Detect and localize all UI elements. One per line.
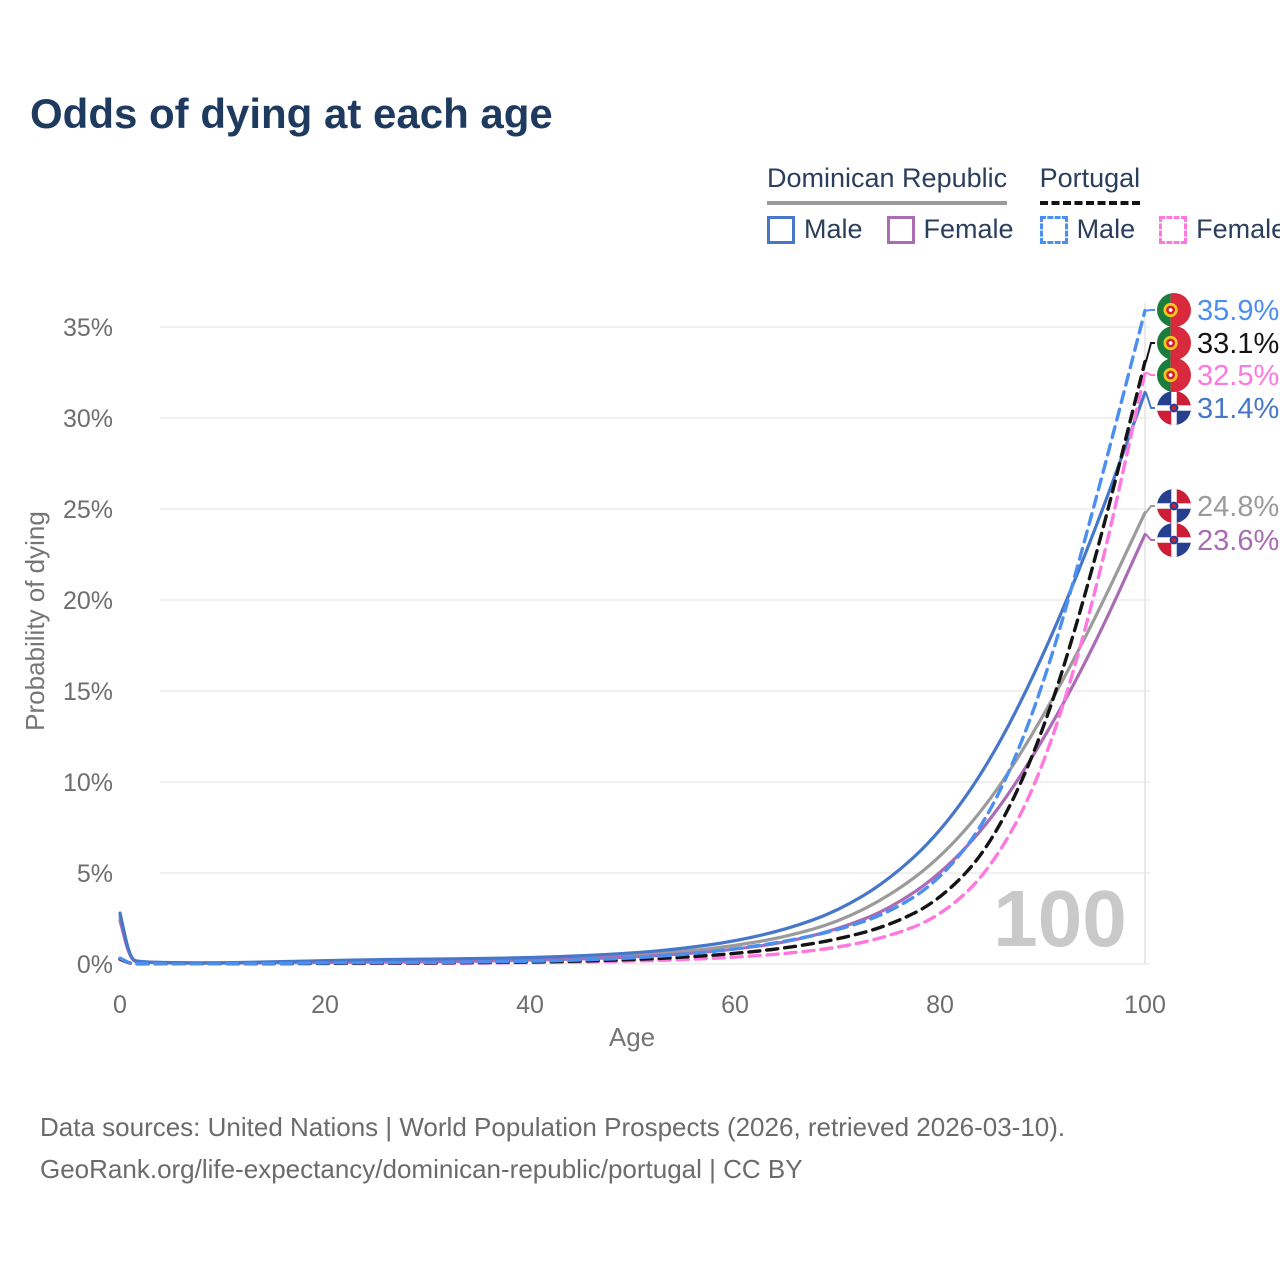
portugal-flag-icon xyxy=(1157,293,1191,327)
end-label-dominican-republic-female: 23.6% xyxy=(1197,525,1279,557)
legend-swatch-pt-male-icon xyxy=(1039,215,1068,244)
legend-item-pt-male[interactable]: Male xyxy=(1039,214,1136,245)
end-label-dominican-republic-male: 31.4% xyxy=(1197,393,1279,425)
x-tick-label-100: 100 xyxy=(1124,991,1166,1019)
legend-label-dr-male: Male xyxy=(804,214,863,244)
dominican-republic-flag-icon xyxy=(1157,489,1191,523)
x-tick-label-0: 0 xyxy=(113,991,127,1019)
series-line-portugal-female xyxy=(118,370,1147,966)
y-tick-label-30: 30% xyxy=(63,405,113,433)
y-tick-label-25: 25% xyxy=(63,496,113,524)
y-tick-label-20: 20% xyxy=(63,587,113,615)
y-tick-label-35: 35% xyxy=(63,314,113,342)
label-connector-dominican-republic-female xyxy=(1145,533,1155,541)
y-tick-label-15: 15% xyxy=(63,678,113,706)
end-label-dominican-republic-all: 24.8% xyxy=(1197,491,1279,523)
x-tick-label-40: 40 xyxy=(516,991,544,1019)
footer-attribution-url: GeoRank.org/life-expectancy/dominican-re… xyxy=(40,1154,803,1184)
y-tick-label-10: 10% xyxy=(63,769,113,797)
legend-swatch-pt-female-icon xyxy=(1159,215,1188,244)
x-tick-label-60: 60 xyxy=(721,991,749,1019)
legend-group-portugal: Portugal Male Female xyxy=(1039,163,1280,245)
dominican-republic-flag-icon xyxy=(1157,391,1191,425)
legend-header-portugal[interactable]: Portugal xyxy=(1039,163,1141,205)
legend-swatch-dr-female-icon xyxy=(886,215,915,244)
age-watermark: 100 xyxy=(993,874,1126,963)
series-line-dominican-republic-all xyxy=(118,511,1147,965)
page-title: Odds of dying at each age xyxy=(30,90,553,137)
legend-item-pt-female[interactable]: Female xyxy=(1159,214,1280,245)
footer: Data sources: United Nations | World Pop… xyxy=(40,1106,1065,1190)
x-tick-label-20: 20 xyxy=(311,991,339,1019)
legend-label-pt-female: Female xyxy=(1196,214,1280,244)
legend-swatch-dr-male-icon xyxy=(767,215,795,244)
label-connector-portugal-all xyxy=(1145,342,1155,362)
x-axis-title: Age xyxy=(609,1022,655,1052)
footer-data-sources: Data sources: United Nations | World Pop… xyxy=(40,1112,1066,1142)
label-connector-portugal-female xyxy=(1145,371,1155,376)
x-tick-label-80: 80 xyxy=(926,991,954,1019)
legend-item-dr-male[interactable]: Male xyxy=(767,214,863,245)
legend: Dominican Republic Male Female Portugal … xyxy=(767,163,1280,245)
legend-item-dr-female[interactable]: Female xyxy=(886,214,1014,245)
end-label-portugal-female: 32.5% xyxy=(1197,360,1279,392)
y-axis-title: Probability of dying xyxy=(20,511,50,731)
legend-header-dominican-republic[interactable]: Dominican Republic xyxy=(767,163,1008,205)
legend-items-dominican-republic: Male Female xyxy=(767,214,1014,245)
end-label-portugal-all: 33.1% xyxy=(1197,328,1279,360)
legend-label-dr-female: Female xyxy=(923,214,1014,244)
label-connector-dominican-republic-male xyxy=(1145,392,1155,409)
end-label-portugal-male: 35.9% xyxy=(1197,295,1279,327)
y-tick-label-5: 5% xyxy=(77,860,113,888)
portugal-flag-icon xyxy=(1157,358,1191,392)
y-tick-label-0: 0% xyxy=(77,951,113,979)
legend-label-pt-male: Male xyxy=(1076,214,1136,244)
legend-items-portugal: Male Female xyxy=(1039,214,1280,245)
portugal-flag-icon xyxy=(1157,326,1191,360)
legend-group-dominican-republic: Dominican Republic Male Female xyxy=(767,163,1014,245)
series-line-dominican-republic-male xyxy=(118,390,1147,965)
dominican-republic-flag-icon xyxy=(1157,523,1191,557)
label-connector-portugal-male xyxy=(1145,309,1155,312)
series-line-portugal-male xyxy=(118,308,1147,966)
series-line-dominican-republic-female xyxy=(118,532,1147,965)
label-connector-dominican-republic-all xyxy=(1145,505,1155,514)
